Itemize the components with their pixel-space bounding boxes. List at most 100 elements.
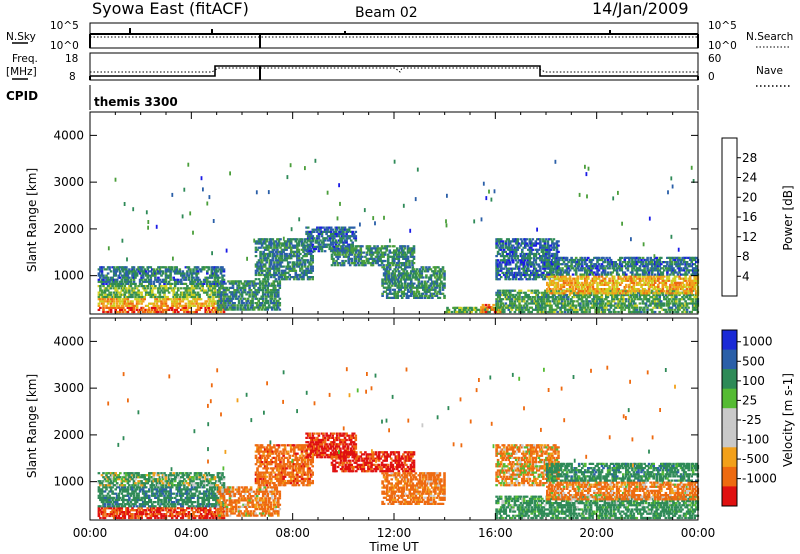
power-echo-cell — [499, 306, 503, 309]
power-echo-cell — [557, 298, 561, 301]
power-echo-cell — [390, 292, 393, 295]
power-echo-cell — [270, 263, 273, 266]
power-echo-cell — [530, 261, 533, 264]
power-echo-cell — [419, 276, 422, 279]
power-echo-cell — [499, 259, 503, 262]
power-echo-cell — [600, 275, 604, 278]
power-echo-cell — [148, 278, 151, 281]
power-echo-cell — [687, 298, 690, 301]
power-echo-cell — [516, 246, 519, 249]
power-echo-cell — [254, 302, 257, 305]
power-echo-cell — [549, 288, 552, 291]
power-echo-cell — [300, 242, 304, 245]
power-echo-cell — [690, 298, 693, 301]
power-echo-cell — [216, 282, 220, 285]
power-echo-cell — [212, 285, 215, 288]
power-echo-cell — [593, 277, 596, 280]
power-echo-cell — [528, 302, 532, 305]
power-echo-cell — [333, 264, 337, 267]
power-echo-cell — [275, 295, 279, 298]
power-echo-cell — [151, 293, 154, 296]
power-echo-cell — [571, 308, 575, 311]
power-echo-cell — [199, 304, 203, 307]
power-echo-cell — [519, 271, 523, 274]
power-echo-cell — [210, 268, 214, 271]
power-echo-cell — [573, 300, 576, 303]
power-echo-cell — [632, 288, 636, 291]
power-echo-cell — [283, 252, 287, 256]
power-echo-cell — [394, 270, 398, 273]
power-echo-cell — [536, 242, 539, 245]
power-echo-cell — [612, 296, 616, 299]
power-echo-cell — [571, 277, 575, 280]
power-echo-cell — [140, 276, 143, 279]
power-echo-cell — [144, 272, 148, 275]
power-echo-cell — [404, 280, 407, 283]
power-echo-cell — [649, 296, 652, 299]
power-echo-cell — [611, 281, 614, 284]
power-echo-cell — [337, 247, 341, 251]
power-echo-cell — [410, 270, 413, 273]
power-echo-cell — [505, 267, 509, 270]
power-echo-cell — [400, 274, 404, 277]
power-echo-cell — [261, 286, 265, 289]
power-echo-cell — [151, 289, 154, 292]
power-echo-cell — [525, 238, 529, 241]
power-echo-cell — [516, 248, 519, 251]
power-echo-cell — [192, 295, 195, 299]
power-echo-cell — [502, 267, 506, 270]
power-echo-cell — [183, 272, 186, 275]
power-echo-cell — [129, 285, 133, 288]
power-echo-cell — [221, 285, 224, 288]
power-echo-cell — [594, 292, 598, 295]
power-echo-cell — [271, 302, 274, 305]
power-echo-cell — [236, 308, 239, 311]
power-echo-cell — [407, 272, 410, 275]
power-echo-cell — [587, 275, 590, 278]
power-echo-cell — [206, 293, 209, 296]
power-echo-cell — [129, 308, 133, 311]
power-echo-cell — [271, 284, 274, 287]
power-echo-cell — [556, 283, 560, 286]
power-echo-cell — [280, 276, 284, 279]
power-echo-cell — [257, 261, 261, 264]
power-echo-cell — [173, 282, 177, 285]
power-echo-cell — [522, 269, 526, 272]
power-echo-cell — [257, 271, 261, 274]
power-echo-cell — [151, 306, 154, 309]
power-echo-cell — [533, 265, 536, 268]
power-echo-cell — [180, 304, 183, 307]
power-echo-cell — [138, 308, 142, 311]
power-echo-cell — [435, 292, 439, 295]
power-echo-cell — [440, 276, 443, 279]
power-echo-cell — [262, 265, 265, 268]
power-echo-cell — [374, 259, 378, 263]
power-echo-cell — [144, 270, 148, 273]
power-echo-cell — [432, 272, 436, 275]
power-echo-cell — [652, 292, 655, 295]
power-echo-cell — [308, 271, 311, 274]
power-echo-cell — [606, 281, 610, 284]
power-echo-cell — [552, 273, 556, 277]
power-echo-cell — [531, 300, 535, 303]
power-echo-cell — [175, 293, 178, 296]
power-echo-cell — [666, 302, 669, 305]
power-echo-cell — [536, 263, 539, 266]
power-echo-cell — [134, 304, 137, 307]
power-echo-cell — [617, 288, 620, 291]
power-echo-cell — [99, 306, 102, 309]
power-echo-cell — [525, 252, 529, 256]
power-echo-cell — [273, 248, 276, 251]
power-echo-cell — [353, 247, 357, 250]
power-echo-cell — [405, 253, 408, 256]
power-echo-cell — [667, 289, 671, 292]
power-echo-cell — [114, 278, 117, 281]
power-echo-cell — [311, 257, 314, 260]
power-echo-cell — [518, 265, 521, 268]
power-echo-cell — [137, 310, 140, 314]
power-echo-cell — [514, 248, 518, 251]
power-echo-cell — [559, 288, 563, 291]
power-echo-cell — [513, 276, 516, 279]
power-echo-cell — [122, 304, 125, 307]
power-echo-cell — [300, 238, 304, 241]
